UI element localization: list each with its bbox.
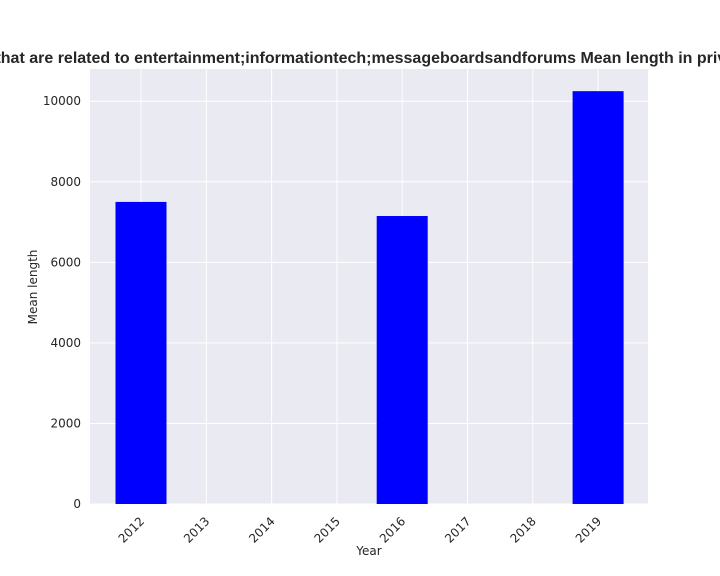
chart-title: Websites that are related to entertainme… xyxy=(0,50,720,67)
bars xyxy=(115,91,624,505)
bar-2012 xyxy=(115,201,167,504)
x-tick-label: 2017 xyxy=(442,514,473,545)
bar-2019 xyxy=(572,91,624,505)
y-tick-label: 0 xyxy=(73,497,81,511)
plot-background xyxy=(90,69,648,504)
y-tick-label: 4000 xyxy=(50,336,81,350)
y-axis-label: Mean length xyxy=(26,250,40,325)
x-tick-label: 2018 xyxy=(507,514,538,545)
x-tick-labels: 2012 2013 2014 2015 2016 2017 2018 2019 xyxy=(116,514,605,545)
x-tick-label: 2012 xyxy=(116,514,147,545)
x-tick-label: 2015 xyxy=(312,514,343,545)
x-tick-label: 2013 xyxy=(181,514,212,545)
y-tick-label: 2000 xyxy=(50,416,81,430)
y-tick-label: 6000 xyxy=(50,255,81,269)
bar-2016 xyxy=(376,216,428,504)
x-axis-label: Year xyxy=(355,544,381,558)
y-tick-label: 8000 xyxy=(50,175,81,189)
x-tick-label: 2016 xyxy=(377,514,408,545)
x-tick-label: 2014 xyxy=(246,514,277,545)
y-tick-labels: 0 2000 4000 6000 8000 10000 xyxy=(43,94,81,511)
x-tick-label: 2019 xyxy=(573,514,604,545)
y-tick-label: 10000 xyxy=(43,94,81,108)
